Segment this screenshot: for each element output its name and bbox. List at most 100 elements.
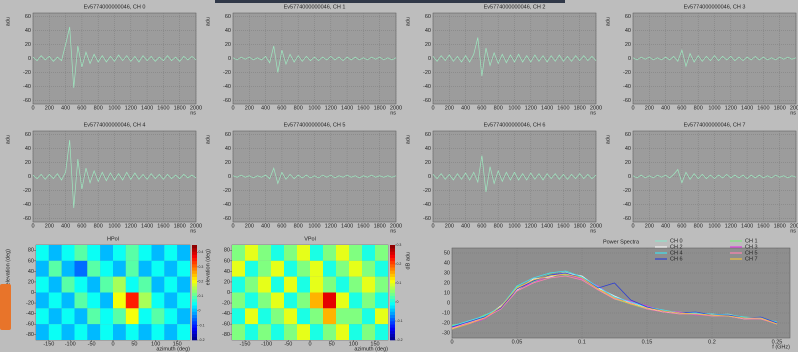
heat-cell bbox=[152, 308, 165, 324]
x-tick-label: 1800 bbox=[574, 105, 586, 111]
heat-cell bbox=[323, 293, 336, 309]
colorbar-step bbox=[390, 255, 395, 258]
heat-cell bbox=[164, 261, 177, 277]
x-tick-label: -150 bbox=[43, 341, 54, 347]
heat-cell bbox=[87, 293, 100, 309]
x-axis-label: azimuth (deg) bbox=[354, 346, 388, 352]
heat-cell bbox=[245, 261, 258, 277]
heat-cell bbox=[126, 324, 139, 340]
colorbar-label: 0.3 bbox=[397, 243, 402, 247]
colorbar-step bbox=[192, 315, 197, 318]
y-axis-label: adu bbox=[605, 17, 611, 26]
x-tick-label: 1600 bbox=[357, 105, 369, 111]
x-tick-label: 800 bbox=[94, 223, 103, 229]
heat-cell bbox=[258, 324, 271, 340]
x-tick-label: 1000 bbox=[508, 223, 520, 229]
y-tick-label: -20 bbox=[26, 301, 34, 307]
x-tick-label: 1400 bbox=[541, 105, 553, 111]
heat-cell bbox=[87, 324, 100, 340]
heat-cell bbox=[113, 261, 126, 277]
x-tick-label: 1800 bbox=[774, 105, 786, 111]
x-tick-label: 800 bbox=[294, 223, 303, 229]
colorbar-step bbox=[192, 305, 197, 308]
colorbar-step bbox=[192, 337, 197, 340]
colorbar-label: 0 bbox=[397, 300, 399, 304]
colorbar-label: 0.2 bbox=[397, 262, 402, 266]
y-tick-label: 20 bbox=[28, 279, 34, 285]
heat-cell bbox=[375, 261, 388, 277]
heat-cell bbox=[297, 293, 310, 309]
heat-cell bbox=[271, 277, 284, 293]
heat-cell bbox=[49, 277, 62, 293]
heat-cell bbox=[297, 308, 310, 324]
x-tick-label: 1000 bbox=[708, 223, 720, 229]
x-tick-label: 1600 bbox=[557, 105, 569, 111]
y-axis-label: dB adu bbox=[405, 252, 411, 269]
colorbar-step bbox=[390, 274, 395, 277]
colorbar-label: 0.1 bbox=[199, 294, 204, 298]
x-axis-label: ns bbox=[790, 228, 796, 234]
y-tick-label: -40 bbox=[23, 202, 31, 208]
colorbar-step bbox=[390, 305, 395, 308]
y-axis-label: adu bbox=[605, 135, 611, 144]
x-tick-label: 1600 bbox=[757, 105, 769, 111]
chart-title: VPol bbox=[304, 236, 316, 242]
heat-cell bbox=[113, 293, 126, 309]
heat-cell bbox=[297, 245, 310, 261]
x-tick-label: 0 bbox=[308, 341, 311, 347]
heat-cell bbox=[49, 245, 62, 261]
y-tick-label: 60 bbox=[425, 14, 431, 20]
colorbar-step bbox=[192, 299, 197, 302]
heat-cell bbox=[87, 308, 100, 324]
colorbar-step bbox=[390, 270, 395, 273]
y-tick-label: -30 bbox=[442, 330, 450, 336]
heat-cell bbox=[323, 277, 336, 293]
heat-cell bbox=[139, 277, 152, 293]
x-tick-label: 600 bbox=[677, 223, 686, 229]
heat-cell bbox=[362, 245, 375, 261]
x-tick-label: 1800 bbox=[174, 105, 186, 111]
heat-cell bbox=[297, 261, 310, 277]
x-tick-label: 1600 bbox=[157, 105, 169, 111]
y-tick-label: -40 bbox=[423, 202, 431, 208]
colorbar-step bbox=[390, 264, 395, 267]
colorbar-step bbox=[390, 245, 395, 248]
colorbar-step bbox=[192, 270, 197, 273]
x-tick-label: 200 bbox=[45, 105, 54, 111]
colorbar-step bbox=[192, 267, 197, 270]
colorbar-step bbox=[390, 334, 395, 337]
chart-title: Ev5774000000046, CH 6 bbox=[484, 122, 546, 128]
heat-cell bbox=[349, 324, 362, 340]
x-tick-label: 600 bbox=[677, 105, 686, 111]
chart-title: Power Spectra bbox=[603, 239, 640, 245]
heat-cell bbox=[258, 245, 271, 261]
y-tick-label: 0 bbox=[31, 290, 34, 296]
x-tick-label: 600 bbox=[477, 105, 486, 111]
heat-cell bbox=[232, 245, 245, 261]
heat-cell bbox=[36, 308, 49, 324]
y-tick-label: -40 bbox=[26, 311, 34, 317]
y-tick-label: 0 bbox=[28, 174, 31, 180]
x-tick-label: 0 bbox=[431, 223, 434, 229]
x-tick-label: 400 bbox=[661, 105, 670, 111]
heat-cell bbox=[336, 261, 349, 277]
x-axis-label: ns bbox=[790, 110, 796, 116]
x-tick-label: 1200 bbox=[725, 105, 737, 111]
colorbar-step bbox=[192, 289, 197, 292]
y-tick-label: -60 bbox=[623, 216, 631, 222]
y-axis-label: adu bbox=[5, 17, 11, 26]
y-tick-label: -40 bbox=[23, 84, 31, 90]
heat-cell bbox=[375, 324, 388, 340]
y-tick-label: -20 bbox=[222, 301, 230, 307]
y-tick-label: 60 bbox=[625, 132, 631, 138]
heat-cell bbox=[177, 308, 190, 324]
heat-cell bbox=[152, 324, 165, 340]
heat-cell bbox=[297, 277, 310, 293]
x-axis-label: f (GHz) bbox=[772, 344, 790, 350]
x-tick-label: 200 bbox=[445, 223, 454, 229]
colorbar-step bbox=[192, 277, 197, 280]
x-tick-label: 200 bbox=[645, 105, 654, 111]
x-tick-label: 800 bbox=[294, 105, 303, 111]
y-tick-label: 80 bbox=[224, 248, 230, 254]
x-tick-label: 1000 bbox=[308, 223, 320, 229]
